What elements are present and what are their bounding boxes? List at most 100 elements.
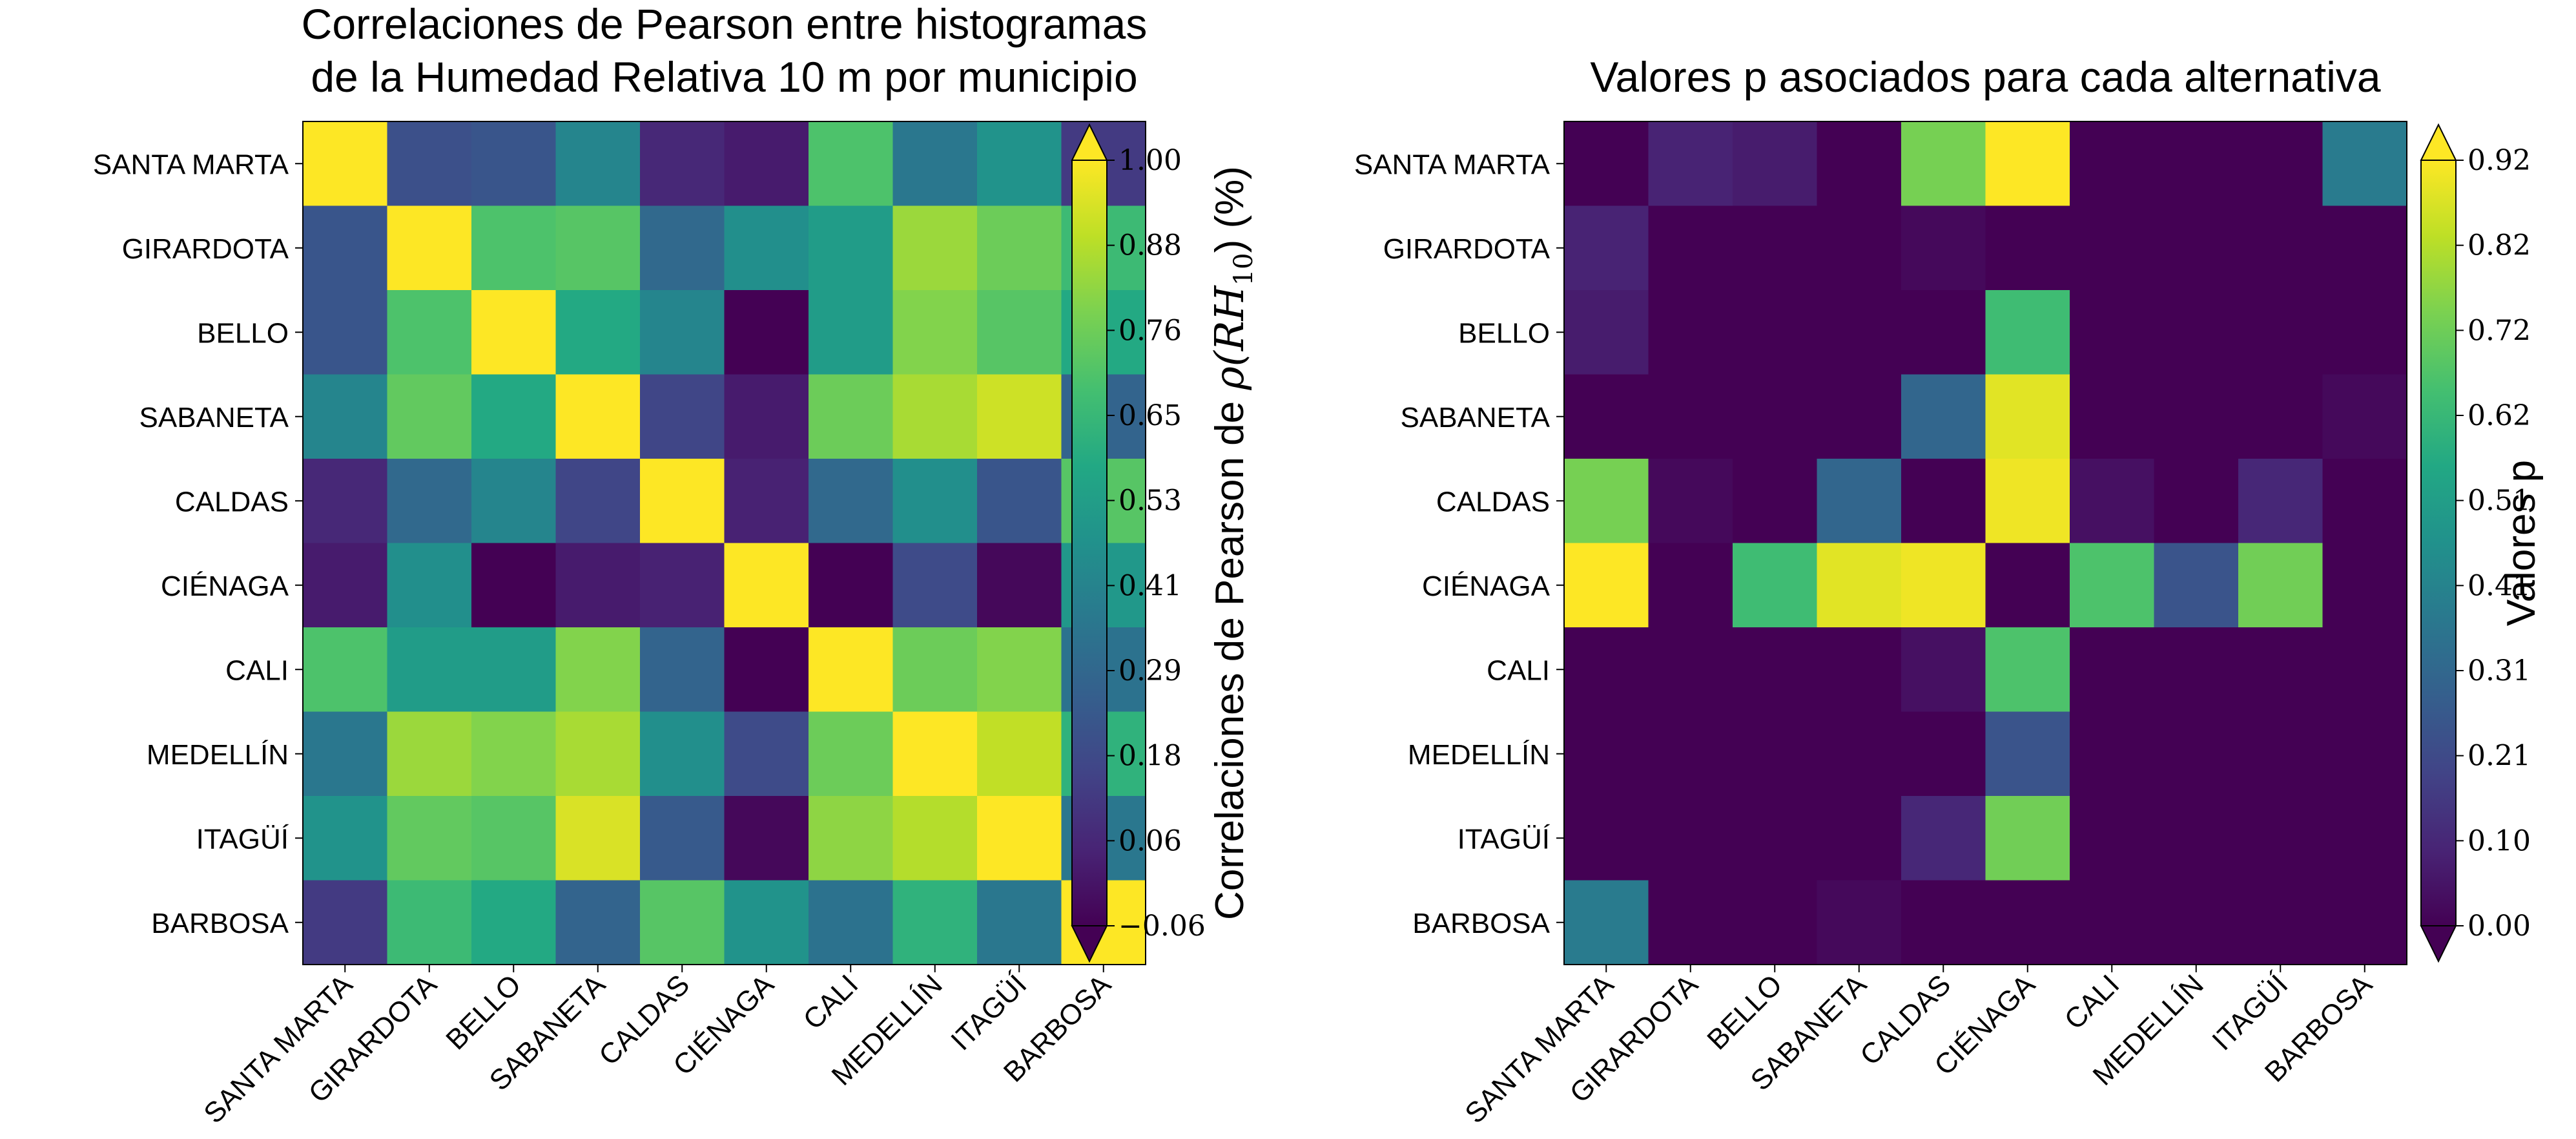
heatmap-cell [809,121,894,207]
heatmap-cell [2070,121,2155,207]
heatmap-cell [2154,205,2239,291]
heatmap-cell [387,374,472,459]
heatmap-cell [1564,121,1649,207]
heatmap-cell [1733,711,1818,797]
heatmap-cell [471,205,557,291]
y-tick-label: CALI [1487,654,1550,686]
heatmap-cell [892,205,978,291]
heatmap-cell [1648,121,1733,207]
heatmap-cell [809,459,894,544]
heatmap-cell [892,121,978,207]
heatmap-cell [724,374,809,459]
heatmap-cell [724,627,809,713]
heatmap-cell [1901,205,1986,291]
heatmap-cell [1901,374,1986,459]
colorbar-tick-label: 0.06 [1118,824,1182,857]
y-tick-label: CALDAS [1436,486,1550,517]
heatmap-cell [1733,121,1818,207]
heatmap-cell [809,205,894,291]
heatmap-cell [1733,459,1818,544]
heatmap-cell [2238,880,2324,965]
chart-title-line: de la Humedad Relativa 10 m por municipi… [311,53,1137,101]
colorbar-tick-label: 0.88 [1118,229,1182,262]
y-tick-label: ITAGÜÍ [1458,823,1551,855]
colorbar [1072,160,1107,926]
heatmap-cell [555,205,641,291]
heatmap-cell [2238,796,2324,881]
heatmap-cell [977,796,1062,881]
heatmap-cell [1901,711,1986,797]
colorbar-tick-label: 0.92 [2468,144,2531,177]
heatmap-cell [892,627,978,713]
heatmap-cell [471,880,557,965]
heatmap-cell [471,796,557,881]
heatmap-cell [640,290,725,375]
heatmap-cell [724,459,809,544]
heatmap-cell [1648,290,1733,375]
heatmap-cell [387,459,472,544]
x-tick-label: SANTA MARTA [198,968,358,1129]
heatmap-cell [640,374,725,459]
heatmap-cell [809,374,894,459]
heatmap-cell [2070,290,2155,375]
heatmap-cell [1564,459,1649,544]
heatmap-cell [1564,290,1649,375]
heatmap-cell [1901,627,1986,713]
heatmap-cell [640,459,725,544]
heatmap-cell [809,796,894,881]
heatmap-cell [1648,205,1733,291]
heatmap-cell [303,374,388,459]
heatmap-cell [387,711,472,797]
heatmap-cell [387,627,472,713]
heatmap-cell [1985,205,2070,291]
heatmap-cell [724,711,809,797]
heatmap-cell [1901,121,1986,207]
correlation-heatmap-panel: Correlaciones de Pearson entre histogram… [93,0,1259,1129]
heatmap-cell [1648,796,1733,881]
heatmap-cell [1564,796,1649,881]
heatmap-cell [471,121,557,207]
heatmap-cell [2322,121,2407,207]
heatmap-cell [555,627,641,713]
colorbar-tick-label: 1.00 [1118,144,1182,177]
y-tick-label: BELLO [1458,317,1550,349]
heatmap-cell [1901,880,1986,965]
heatmap-cell [2322,543,2407,628]
heatmap-cell [555,459,641,544]
heatmap-cell [303,711,388,797]
y-tick-label: BARBOSA [1412,908,1550,939]
heatmap-cell [977,627,1062,713]
heatmap-cell [977,543,1062,628]
x-tick-label: CALI [2058,968,2125,1036]
heatmap-cell [2154,880,2239,965]
heatmap-cell [2322,796,2407,881]
heatmap-cell [387,880,472,965]
heatmap-cell [892,374,978,459]
heatmap-cell [2322,205,2407,291]
heatmap-cell [2154,543,2239,628]
heatmap-cell [1901,543,1986,628]
y-tick-label: SABANETA [139,402,289,434]
plot-frame [302,121,1146,965]
heatmap-cell [387,543,472,628]
heatmap-cell [2154,290,2239,375]
colorbar-tick-label: 0.29 [1118,654,1182,687]
heatmap-cell [2322,290,2407,375]
heatmap-cell [640,796,725,881]
heatmap-cell [471,627,557,713]
heatmap-cell [471,290,557,375]
heatmap-cell [2070,627,2155,713]
heatmap-cell [555,796,641,881]
heatmap-cell [1648,459,1733,544]
heatmap-cell [640,627,725,713]
heatmap-cell [2154,374,2239,459]
heatmap-cell [1648,711,1733,797]
heatmap-cell [1985,459,2070,544]
heatmap-cell [303,880,388,965]
heatmap-cell [2322,711,2407,797]
heatmap-cell [1648,543,1733,628]
heatmap-cell [303,290,388,375]
heatmap-cell [2154,459,2239,544]
heatmap-cell [2070,459,2155,544]
